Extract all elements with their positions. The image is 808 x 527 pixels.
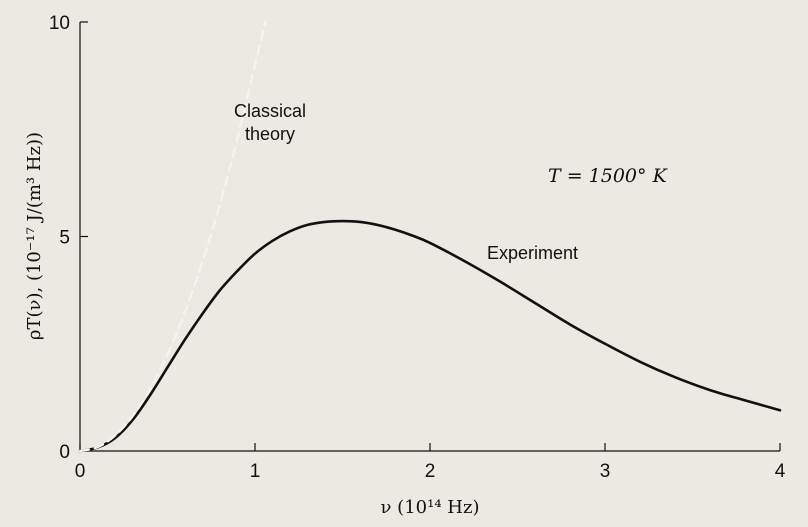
x-tick-label-4: 4 [775, 461, 786, 482]
x-tick-label-2: 2 [425, 461, 436, 482]
x-tick-label-1: 1 [250, 461, 261, 482]
classical-theory-label-line1: Classical [234, 101, 306, 121]
y-axis-title: ρT(ν), (10⁻¹⁷ J/(m³ Hz)) [24, 132, 45, 340]
x-tick-label-3: 3 [600, 461, 611, 482]
x-axis-title: ν (10¹⁴ Hz) [381, 497, 480, 518]
x-tick-label-0: 0 [75, 461, 86, 482]
classical-theory-curve [78, 20, 267, 453]
y-tick-label-10: 10 [49, 13, 70, 34]
temperature-label: T = 1500° K [548, 165, 669, 187]
experiment-label: Experiment [487, 243, 578, 263]
y-tick-label-0: 0 [59, 442, 70, 463]
experiment-curve [78, 219, 782, 453]
y-tick-label-5: 5 [59, 228, 70, 249]
classical-theory-label-line2: theory [245, 124, 295, 144]
